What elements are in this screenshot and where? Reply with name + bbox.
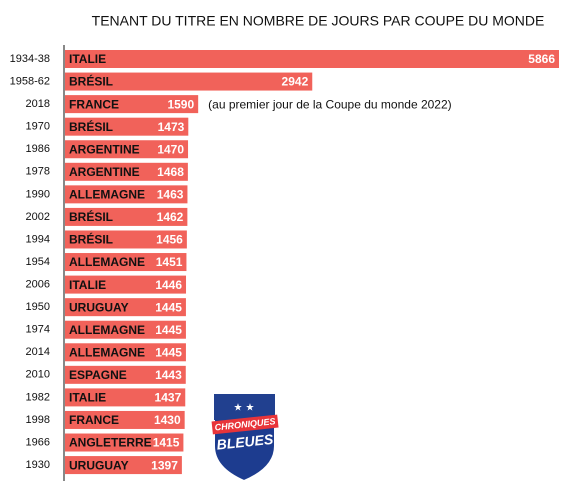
- value-label: 1470: [157, 142, 184, 156]
- bar-label: FRANCE: [69, 97, 119, 111]
- bar: [65, 365, 186, 384]
- logo-band: [214, 394, 275, 420]
- value-label: 1445: [155, 345, 182, 359]
- bar-label: ITALIE: [69, 278, 106, 292]
- bar: [65, 140, 189, 159]
- y-tick-label: 1990: [26, 188, 50, 200]
- bar-label: URUGUAY: [69, 300, 129, 314]
- bar: [65, 456, 182, 475]
- y-tick-label: 1994: [26, 233, 50, 245]
- bar-label: BRÉSIL: [69, 119, 113, 134]
- bar: [65, 50, 559, 68]
- value-label: 1430: [154, 413, 181, 427]
- logo-text: BLEUES: [216, 431, 275, 453]
- logo-star: ★: [246, 403, 255, 414]
- value-label: 1445: [155, 300, 182, 314]
- value-label: 1445: [155, 323, 182, 337]
- bar: [65, 253, 187, 272]
- value-label: 1473: [158, 120, 185, 134]
- y-tick-label: 2010: [26, 369, 50, 381]
- y-tick-label: 1950: [26, 301, 50, 313]
- chart-title: TENANT DU TITRE EN NOMBRE DE JOURS PAR C…: [92, 13, 545, 29]
- bar: [65, 162, 188, 181]
- bar: [65, 298, 186, 317]
- value-label: 1462: [157, 210, 184, 224]
- bar: [65, 433, 184, 452]
- bar: [65, 343, 186, 362]
- annotation: (au premier jour de la Coupe du monde 20…: [208, 97, 451, 111]
- bar-label: ALLEMAGNE: [69, 323, 145, 337]
- bar-label: ALLEMAGNE: [69, 345, 145, 359]
- bar: [65, 388, 186, 407]
- y-tick-label: 2014: [26, 346, 50, 358]
- y-tick-label: 1966: [26, 436, 50, 448]
- value-label: 1451: [156, 255, 183, 269]
- y-tick-label: 1934-38: [10, 53, 50, 65]
- bar: [65, 72, 313, 91]
- bar-label: ESPAGNE: [69, 368, 127, 382]
- y-tick-label: 1998: [26, 414, 50, 426]
- y-tick-label: 1958-62: [10, 75, 50, 87]
- value-label: 2942: [282, 75, 309, 89]
- y-tick-label: 1982: [26, 391, 50, 403]
- value-label: 1468: [157, 165, 184, 179]
- bar-label: ITALIE: [69, 52, 106, 66]
- value-label: 1456: [156, 233, 183, 247]
- y-tick-label: 2006: [26, 279, 50, 291]
- bar-label: BRÉSIL: [69, 74, 113, 89]
- bar: [65, 275, 187, 294]
- bar-label: ANGLETERRE: [69, 436, 152, 450]
- bar: [65, 207, 188, 226]
- y-tick-label: 2018: [26, 98, 50, 110]
- bar: [65, 117, 189, 136]
- bar: [65, 410, 185, 429]
- value-label: 1437: [155, 391, 182, 405]
- y-tick-label: 1954: [26, 256, 50, 268]
- bar-label: BRÉSIL: [69, 232, 113, 247]
- value-label: 1590: [167, 97, 194, 111]
- logo-star: ★: [234, 403, 243, 414]
- y-tick-label: 1986: [26, 143, 50, 155]
- bar-label: URUGUAY: [69, 458, 129, 472]
- bar-label: ITALIE: [69, 391, 106, 405]
- value-label: 1443: [155, 368, 182, 382]
- bar: [65, 230, 187, 249]
- y-tick-label: 2002: [26, 211, 50, 223]
- value-label: 1463: [157, 188, 184, 202]
- bar: [65, 95, 199, 114]
- bar-label: ARGENTINE: [69, 142, 140, 156]
- y-tick-label: 1974: [26, 324, 50, 336]
- bar: [65, 320, 186, 339]
- value-label: 1446: [155, 278, 182, 292]
- y-tick-label: 1970: [26, 121, 50, 133]
- y-tick-label: 1978: [26, 166, 50, 178]
- y-tick-label: 1930: [26, 459, 50, 471]
- value-label: 1397: [151, 458, 178, 472]
- bar-label: ALLEMAGNE: [69, 255, 145, 269]
- bar-label: ALLEMAGNE: [69, 188, 145, 202]
- bar-label: BRÉSIL: [69, 209, 113, 224]
- bar-label: FRANCE: [69, 413, 119, 427]
- logo-ribbon: [211, 414, 279, 435]
- value-label: 1415: [153, 436, 180, 450]
- bar-label: ARGENTINE: [69, 165, 140, 179]
- bar: [65, 185, 188, 204]
- logo: ★ ★ CHRONIQUES BLEUES: [211, 393, 279, 483]
- value-label: 5866: [528, 52, 555, 66]
